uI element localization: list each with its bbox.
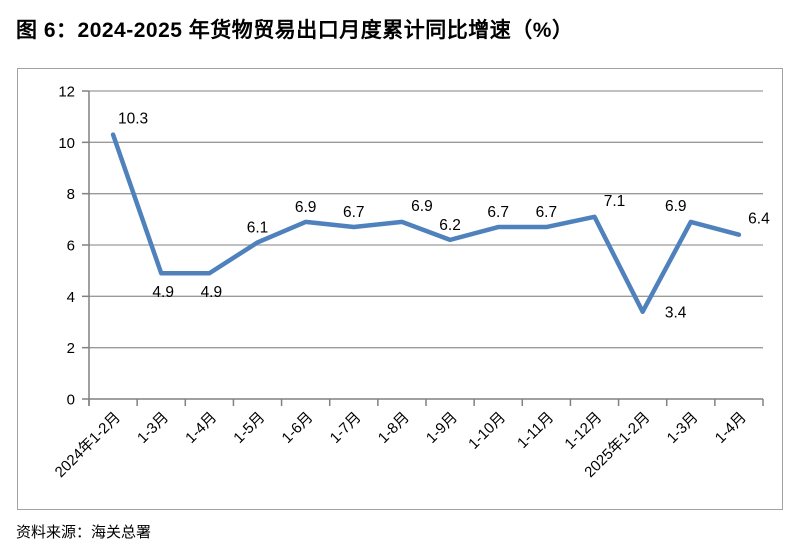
data-point-label: 6.4 [748, 211, 770, 228]
y-tick-label: 8 [67, 186, 75, 203]
chart-plot-container: 0 2 4 6 8 10 12 2024年1-2月 1-3月 1-4月 1-5月 1-6月 1-7月 1-… [17, 68, 783, 510]
x-tick-label: 1-4月 [712, 409, 750, 447]
source-note: 资料来源：海关总署 [16, 524, 152, 541]
data-point-label: 4.9 [152, 284, 174, 301]
data-point-label: 10.3 [118, 111, 148, 128]
y-tick-label: 0 [67, 392, 75, 409]
data-point-label: 4.9 [201, 284, 223, 301]
data-point-label: 6.7 [487, 204, 509, 221]
x-tick-label: 1-6月 [279, 409, 317, 447]
x-tick-label: 1-9月 [423, 409, 461, 447]
x-tick-label: 1-10月 [465, 409, 509, 453]
data-point-label: 6.7 [343, 204, 365, 221]
y-tick-label: 4 [67, 289, 75, 306]
x-tick-label: 1-12月 [561, 409, 605, 453]
data-point-label: 7.1 [604, 193, 626, 210]
x-tick-label: 1-8月 [375, 409, 413, 447]
x-tick-label: 1-11月 [514, 409, 557, 452]
x-tick-label: 2024年1-2月 [52, 409, 124, 481]
y-tick-label: 6 [67, 238, 75, 255]
chart-svg: 0 2 4 6 8 10 12 2024年1-2月 1-3月 1-4月 1-5月 1-6月 1-7月 1-… [52, 84, 770, 481]
x-tick-label: 1-3月 [134, 409, 172, 447]
y-tick-label: 12 [58, 84, 75, 101]
data-point-label: 6.9 [295, 199, 317, 216]
series-line [110, 132, 742, 314]
data-point-label: 6.1 [247, 219, 269, 236]
data-point-label: 6.7 [536, 204, 558, 221]
y-tick-label: 10 [58, 135, 75, 152]
data-point-label: 6.9 [665, 198, 687, 215]
x-tick-label: 1-7月 [327, 409, 365, 447]
data-point-label: 6.2 [439, 217, 461, 234]
y-tick-label: 2 [67, 340, 75, 357]
x-tick-label: 1-5月 [230, 409, 268, 447]
data-point-label: 6.9 [411, 198, 433, 215]
chart-title: 图 6：2024-2025 年货物贸易出口月度累计同比增速（%） [16, 19, 574, 42]
data-point-label: 3.4 [665, 305, 687, 322]
x-tick-label: 1-4月 [182, 409, 220, 447]
x-tick-label: 1-3月 [664, 409, 702, 447]
